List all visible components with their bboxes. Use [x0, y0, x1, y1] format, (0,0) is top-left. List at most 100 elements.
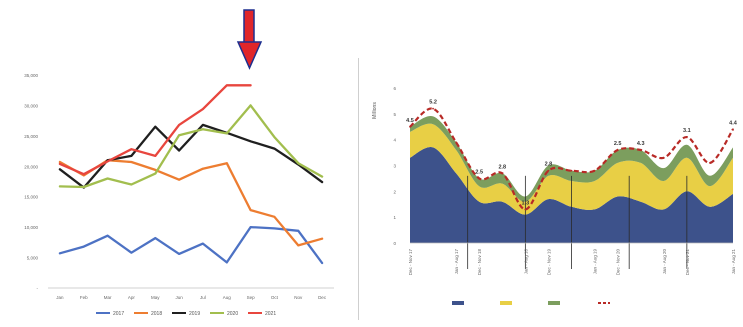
data-point: [59, 185, 61, 188]
data-point: [82, 186, 85, 188]
data-point: [130, 148, 133, 151]
data-point: [297, 244, 300, 247]
series-2019: [58, 123, 324, 189]
series-line: [58, 84, 252, 176]
x-tick-label: Jun: [175, 295, 183, 300]
data-point: [249, 226, 252, 229]
y-tick-label: 35,000: [24, 73, 38, 78]
area-layer: [410, 147, 733, 243]
arrow-head: [236, 41, 263, 70]
data-point: [178, 253, 180, 255]
total-data-label: 4.4: [729, 120, 738, 126]
data-point: [130, 251, 133, 254]
series-line: [58, 123, 324, 189]
total-point: [685, 136, 688, 138]
y-tick-label: 5,000: [27, 256, 39, 261]
series-2020: [58, 104, 324, 189]
total-point: [616, 149, 619, 151]
y-tick-label: 30,000: [24, 103, 38, 108]
data-point: [249, 140, 252, 143]
x-tick-label: Dec: [318, 295, 327, 300]
x-tick-label: Apr: [128, 295, 136, 300]
data-point: [178, 124, 180, 126]
data-point: [59, 168, 61, 171]
total-point: [409, 125, 411, 128]
total-point: [639, 149, 642, 151]
total-point: [593, 169, 596, 172]
total-point: [501, 172, 504, 175]
data-point: [225, 84, 228, 87]
data-point: [225, 261, 228, 264]
x-tick-label: Jan - Aug 21: [731, 249, 736, 275]
data-point: [82, 245, 85, 248]
total-point: [732, 128, 734, 131]
x-tick-label: Aug: [223, 295, 232, 300]
data-point: [130, 155, 133, 157]
total-line: [409, 107, 734, 211]
data-point: [225, 132, 228, 135]
x-tick-label: Dec - Nov 17: [408, 249, 413, 276]
data-point: [321, 175, 323, 178]
legend-label: 2019: [189, 311, 200, 317]
data-point: [202, 242, 204, 245]
series-line: [58, 159, 324, 247]
total-data-label: 2.8: [545, 162, 553, 168]
total-data-label: 2.5: [475, 169, 483, 175]
total-point: [524, 208, 527, 211]
data-point: [178, 178, 180, 181]
total-data-label: 3.1: [683, 128, 691, 134]
y-tick-label: 2: [393, 189, 396, 194]
data-point: [106, 177, 109, 180]
x-tick-label: Dec - Nov 18: [477, 249, 482, 276]
data-point: [59, 161, 61, 163]
data-point: [225, 162, 228, 165]
total-point: [432, 107, 434, 110]
total-data-label: 1.3: [522, 200, 530, 206]
x-tick-label: Jan: [56, 295, 64, 300]
data-point: [106, 160, 109, 163]
legend-label: 2021: [265, 311, 276, 317]
panel-divider: [358, 58, 359, 320]
legend-swatch: [452, 301, 464, 305]
total-point: [662, 156, 665, 159]
data-point: [273, 147, 276, 150]
y-tick-label: 0: [393, 241, 396, 246]
data-point: [82, 173, 85, 176]
data-point: [321, 262, 323, 264]
y-tick-label: 5: [393, 112, 396, 117]
y-axis-label: Millions: [372, 102, 378, 119]
y-tick-label: 1: [393, 215, 396, 220]
legend: [452, 301, 610, 305]
total-point: [709, 162, 711, 164]
data-point: [273, 136, 276, 138]
total-data-label: 4.5: [406, 118, 414, 124]
y-tick-label: 4: [393, 138, 396, 143]
area-layer: [410, 116, 733, 202]
data-point: [297, 229, 300, 232]
data-point: [249, 104, 252, 107]
y-tick-label: 10,000: [24, 225, 38, 230]
data-point: [202, 167, 204, 170]
data-point: [154, 155, 157, 157]
legend-label: 2017: [113, 311, 124, 317]
series-line: [58, 225, 324, 265]
series-2017: [58, 225, 324, 265]
legend-label: 2018: [151, 311, 162, 317]
x-tick-label: Jan - Aug 18: [523, 249, 528, 275]
x-tick-label: Mar: [104, 295, 112, 300]
series-2021: [58, 84, 252, 176]
x-tick-label: Jan - Aug 20: [662, 249, 667, 275]
x-tick-label: May: [151, 295, 160, 300]
y-tick-label: 6: [393, 86, 396, 91]
data-point: [178, 149, 180, 152]
data-point: [59, 162, 61, 165]
data-point: [202, 128, 204, 131]
x-tick-label: Dec - Nov 21: [685, 249, 690, 276]
y-tick-label: -: [37, 286, 39, 291]
data-point: [249, 209, 252, 212]
legend-swatch: [500, 301, 512, 305]
total-point: [478, 177, 481, 180]
data-point: [130, 161, 133, 163]
data-point: [154, 237, 157, 239]
legend-label: 2020: [227, 311, 238, 317]
